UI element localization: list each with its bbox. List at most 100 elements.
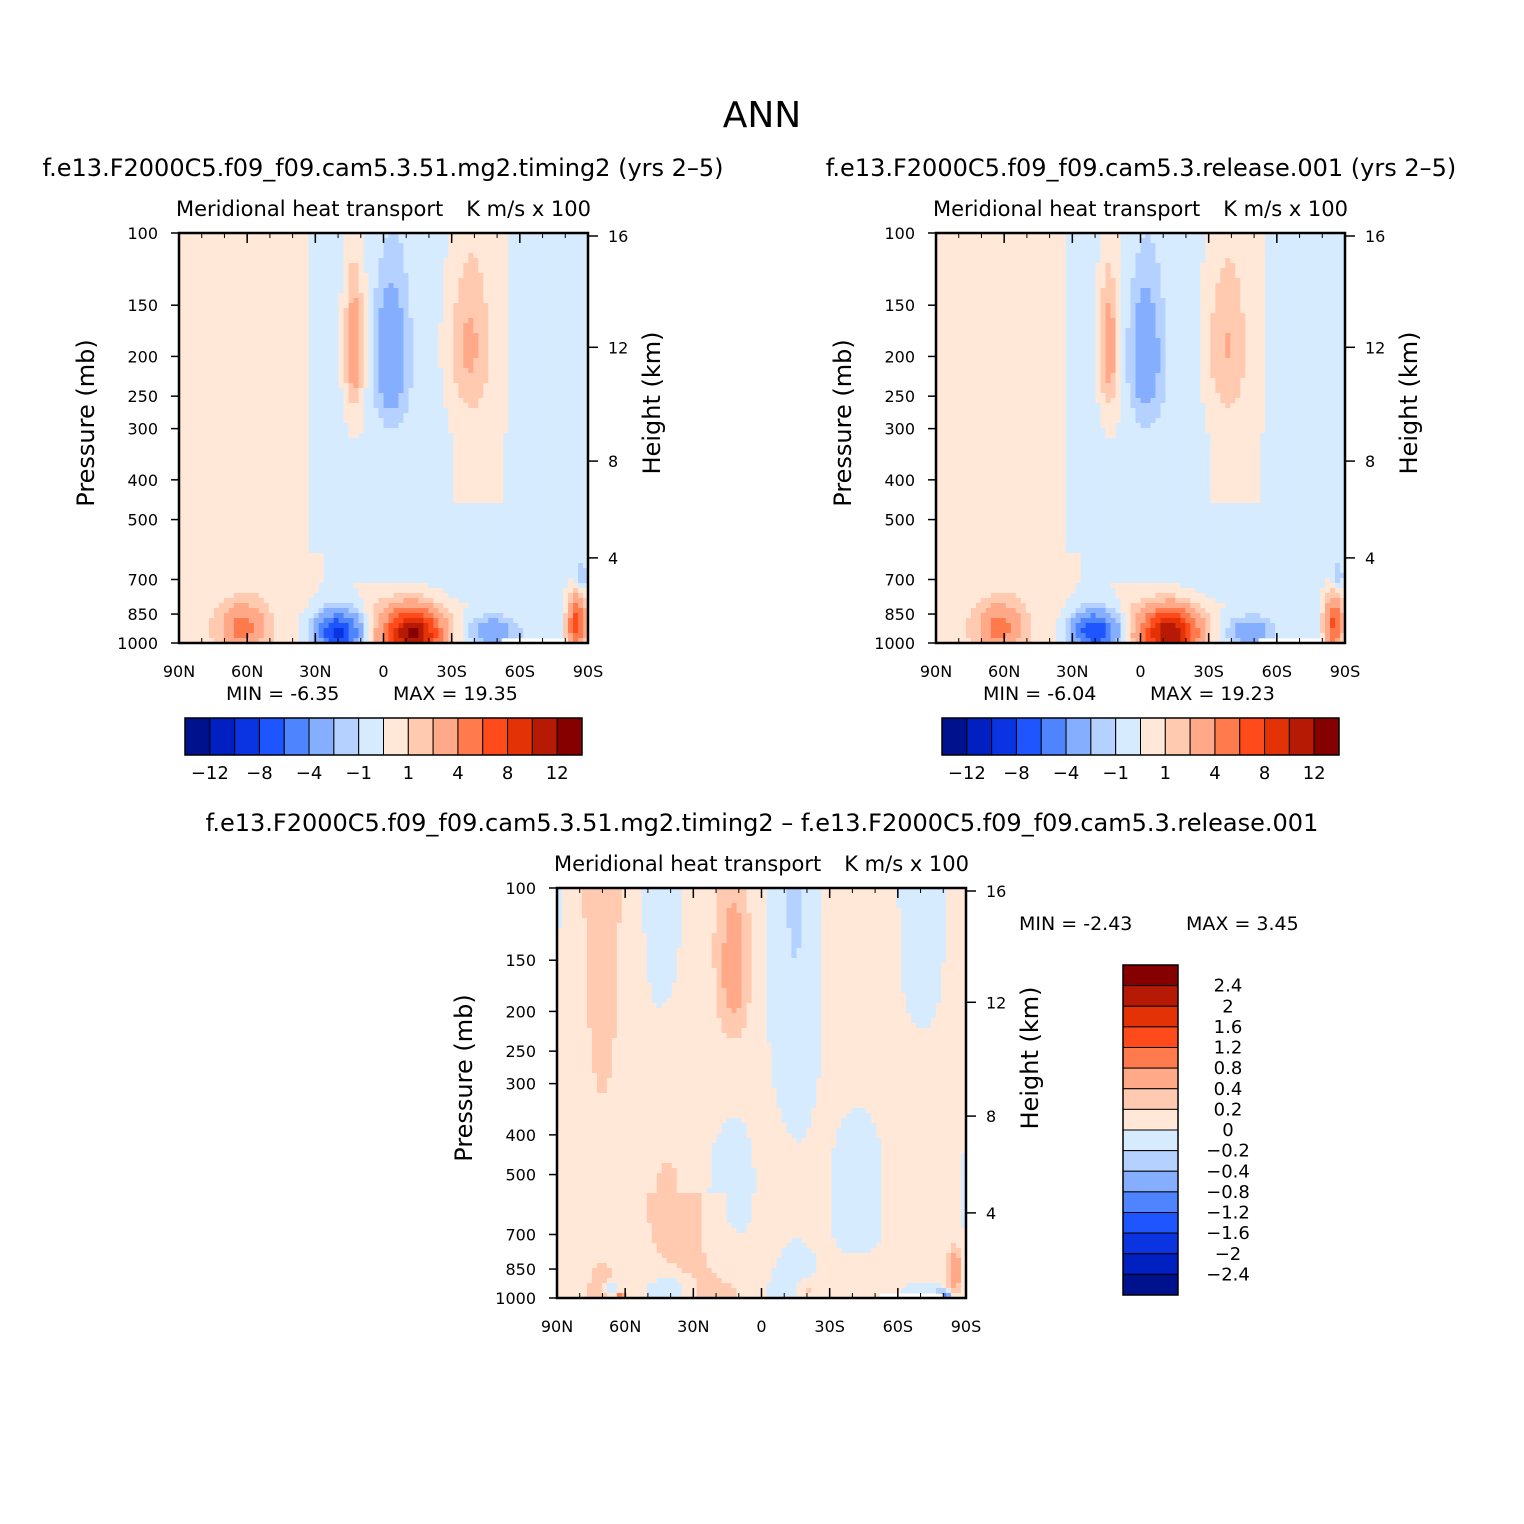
field-cell <box>358 333 365 339</box>
field-cell <box>248 388 255 394</box>
field-cell <box>453 533 459 539</box>
field-cell <box>343 318 350 324</box>
field-cell <box>238 313 245 319</box>
field-cell <box>403 303 410 309</box>
field-cell <box>363 508 370 514</box>
field-cell <box>558 503 564 509</box>
field-cell <box>188 248 195 254</box>
field-cell <box>533 498 539 504</box>
field-cell <box>488 493 494 499</box>
field-cell <box>493 523 499 529</box>
field-cell <box>583 513 589 519</box>
field-cell <box>423 378 429 384</box>
field-cell <box>443 513 449 519</box>
field-cell <box>323 448 330 454</box>
field-cell <box>378 448 385 454</box>
field-cell <box>443 323 449 329</box>
field-cell <box>323 303 330 309</box>
field-cell <box>478 373 484 379</box>
field-cell <box>343 458 350 464</box>
field-cell <box>263 273 270 279</box>
field-cell <box>338 418 345 424</box>
field-cell <box>338 513 345 519</box>
field-cell <box>403 523 410 529</box>
field-cell <box>453 418 459 424</box>
field-cell <box>483 298 489 304</box>
field-cell <box>233 458 240 464</box>
field-cell <box>363 298 370 304</box>
field-cell <box>198 318 205 324</box>
field-cell <box>338 448 345 454</box>
field-cell <box>313 263 320 269</box>
field-cell <box>328 443 335 449</box>
field-cell <box>358 253 365 259</box>
field-cell <box>488 283 494 289</box>
field-cell <box>179 343 185 349</box>
field-cell <box>213 518 220 524</box>
field-cell <box>578 243 584 249</box>
field-cell <box>458 418 464 424</box>
field-cell <box>183 243 190 249</box>
field-cell <box>518 533 524 539</box>
field-cell <box>398 503 405 509</box>
field-cell <box>363 378 370 384</box>
field-cell <box>333 433 340 439</box>
field-cell <box>388 483 395 489</box>
field-cell <box>268 453 275 459</box>
field-cell <box>503 263 509 269</box>
field-cell <box>548 288 554 294</box>
field-cell <box>503 393 509 399</box>
field-cell <box>513 423 519 429</box>
field-cell <box>273 488 280 494</box>
field-cell <box>203 503 210 509</box>
field-cell <box>243 433 250 439</box>
field-cell <box>343 248 350 254</box>
field-cell <box>433 268 439 274</box>
field-cell <box>498 433 504 439</box>
field-cell <box>448 353 454 359</box>
field-cell <box>528 358 534 364</box>
field-cell <box>238 308 245 314</box>
field-cell <box>463 463 469 469</box>
field-cell <box>583 303 589 309</box>
field-cell <box>188 428 195 434</box>
field-cell <box>473 373 479 379</box>
field-cell <box>443 288 449 294</box>
field-cell <box>413 533 420 539</box>
field-cell <box>458 388 464 394</box>
field-cell <box>408 498 415 504</box>
field-cell <box>323 433 330 439</box>
field-cell <box>578 278 584 284</box>
field-cell <box>553 303 559 309</box>
field-cell <box>179 298 185 304</box>
field-cell <box>363 328 370 334</box>
field-cell <box>568 508 574 514</box>
field-cell <box>353 348 360 354</box>
field-cell <box>293 303 300 309</box>
field-cell <box>343 313 350 319</box>
field-cell <box>433 378 439 384</box>
field-cell <box>218 418 225 424</box>
field-cell <box>453 323 459 329</box>
field-cell <box>463 298 469 304</box>
field-cell <box>383 293 390 299</box>
field-cell <box>313 503 320 509</box>
field-cell <box>573 403 579 409</box>
field-cell <box>438 453 444 459</box>
field-cell <box>273 288 280 294</box>
field-cell <box>368 258 375 264</box>
field-cell <box>203 383 210 389</box>
field-cell <box>543 458 549 464</box>
field-cell <box>583 403 589 409</box>
field-cell <box>428 428 434 434</box>
field-cell <box>323 238 330 244</box>
field-cell <box>233 488 240 494</box>
field-cell <box>573 338 579 344</box>
field-cell <box>553 438 559 444</box>
field-cell <box>288 493 295 499</box>
field-cell <box>383 283 390 289</box>
field-cell <box>538 308 544 314</box>
field-cell <box>453 403 459 409</box>
field-cell <box>468 298 474 304</box>
field-cell <box>493 348 499 354</box>
